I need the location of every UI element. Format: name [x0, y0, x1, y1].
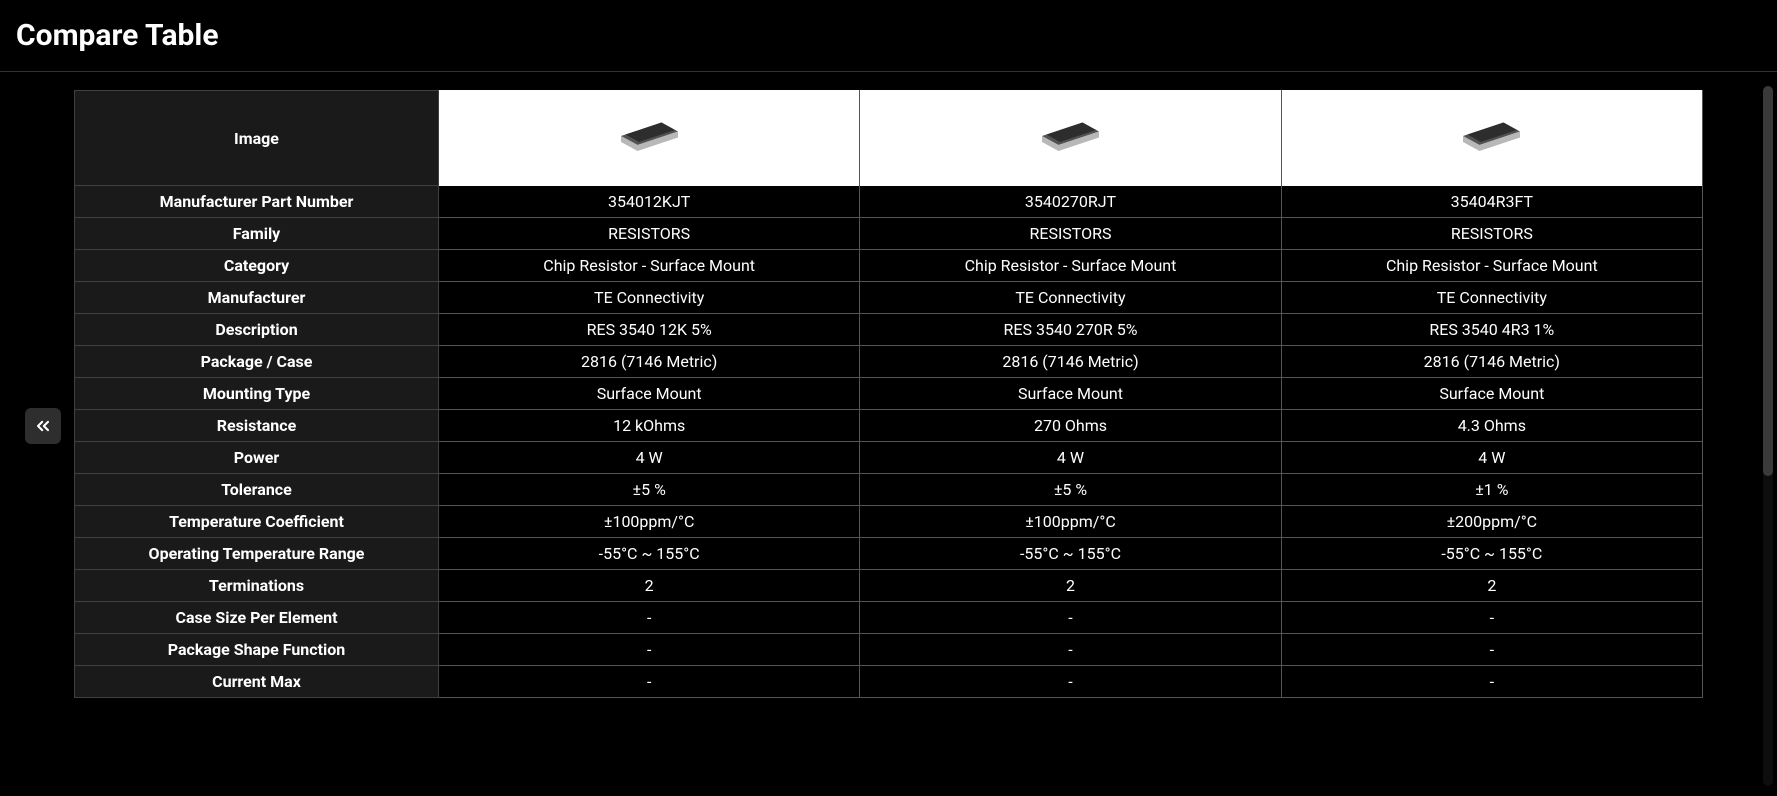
compare-table-wrapper: Image Manufacturer Part Number354012KJT3…: [0, 72, 1777, 698]
data-cell: Surface Mount: [1282, 378, 1703, 410]
data-cell: -: [439, 666, 860, 698]
data-cell: Surface Mount: [860, 378, 1281, 410]
data-cell: RESISTORS: [439, 218, 860, 250]
page-title: Compare Table: [0, 0, 1777, 71]
product-image-cell[interactable]: [439, 90, 860, 186]
compare-table: Image Manufacturer Part Number354012KJT3…: [74, 90, 1703, 698]
table-row: Package Shape Function---: [74, 634, 1703, 666]
row-header: Case Size Per Element: [74, 602, 439, 634]
table-row: Current Max---: [74, 666, 1703, 698]
table-row: ManufacturerTE ConnectivityTE Connectivi…: [74, 282, 1703, 314]
table-row: Package / Case2816 (7146 Metric)2816 (71…: [74, 346, 1703, 378]
row-header: Power: [74, 442, 439, 474]
data-cell: TE Connectivity: [439, 282, 860, 314]
data-cell: RES 3540 12K 5%: [439, 314, 860, 346]
table-row: Temperature Coefficient±100ppm/°C±100ppm…: [74, 506, 1703, 538]
table-row: Mounting TypeSurface MountSurface MountS…: [74, 378, 1703, 410]
data-cell: 4 W: [439, 442, 860, 474]
data-cell: 35404R3FT: [1282, 186, 1703, 218]
data-cell: 3540270RJT: [860, 186, 1281, 218]
table-row: Case Size Per Element---: [74, 602, 1703, 634]
row-header: Operating Temperature Range: [74, 538, 439, 570]
data-cell: 2816 (7146 Metric): [439, 346, 860, 378]
data-cell: TE Connectivity: [860, 282, 1281, 314]
data-cell: -: [439, 602, 860, 634]
table-row: Manufacturer Part Number354012KJT3540270…: [74, 186, 1703, 218]
data-cell: -: [860, 634, 1281, 666]
data-cell: RESISTORS: [1282, 218, 1703, 250]
data-cell: 4 W: [1282, 442, 1703, 474]
data-cell: Chip Resistor - Surface Mount: [1282, 250, 1703, 282]
row-header: Package / Case: [74, 346, 439, 378]
data-cell: -: [1282, 634, 1703, 666]
row-header: Resistance: [74, 410, 439, 442]
table-row: Image: [74, 90, 1703, 186]
data-cell: 4 W: [860, 442, 1281, 474]
table-row: Power4 W4 W4 W: [74, 442, 1703, 474]
compare-table-body: Image Manufacturer Part Number354012KJT3…: [74, 90, 1703, 698]
product-image-icon: [1033, 111, 1108, 161]
chevrons-left-icon: [33, 416, 53, 436]
data-cell: -: [1282, 602, 1703, 634]
product-image-cell[interactable]: [860, 90, 1281, 186]
data-cell: 354012KJT: [439, 186, 860, 218]
data-cell: -55°C ~ 155°C: [439, 538, 860, 570]
row-header: Current Max: [74, 666, 439, 698]
row-header: Category: [74, 250, 439, 282]
data-cell: 12 kOhms: [439, 410, 860, 442]
row-header: Temperature Coefficient: [74, 506, 439, 538]
data-cell: -: [439, 634, 860, 666]
data-cell: Surface Mount: [439, 378, 860, 410]
data-cell: ±5 %: [860, 474, 1281, 506]
data-cell: RES 3540 4R3 1%: [1282, 314, 1703, 346]
scrollbar-thumb[interactable]: [1763, 86, 1773, 476]
table-row: DescriptionRES 3540 12K 5%RES 3540 270R …: [74, 314, 1703, 346]
collapse-sidebar-button[interactable]: [25, 408, 61, 444]
data-cell: -: [860, 602, 1281, 634]
data-cell: RESISTORS: [860, 218, 1281, 250]
data-cell: ±5 %: [439, 474, 860, 506]
table-row: Operating Temperature Range-55°C ~ 155°C…: [74, 538, 1703, 570]
row-header: Tolerance: [74, 474, 439, 506]
row-header: Description: [74, 314, 439, 346]
data-cell: -55°C ~ 155°C: [860, 538, 1281, 570]
data-cell: ±200ppm/°C: [1282, 506, 1703, 538]
data-cell: TE Connectivity: [1282, 282, 1703, 314]
table-row: Resistance12 kOhms270 Ohms4.3 Ohms: [74, 410, 1703, 442]
data-cell: 2: [860, 570, 1281, 602]
product-image-cell[interactable]: [1282, 90, 1703, 186]
data-cell: 270 Ohms: [860, 410, 1281, 442]
table-row: CategoryChip Resistor - Surface MountChi…: [74, 250, 1703, 282]
data-cell: 2: [439, 570, 860, 602]
row-header: Manufacturer: [74, 282, 439, 314]
data-cell: Chip Resistor - Surface Mount: [439, 250, 860, 282]
data-cell: ±100ppm/°C: [860, 506, 1281, 538]
data-cell: RES 3540 270R 5%: [860, 314, 1281, 346]
row-header: Mounting Type: [74, 378, 439, 410]
product-image-icon: [1454, 111, 1529, 161]
data-cell: -55°C ~ 155°C: [1282, 538, 1703, 570]
row-header: Image: [74, 90, 439, 186]
table-row: FamilyRESISTORSRESISTORSRESISTORS: [74, 218, 1703, 250]
data-cell: Chip Resistor - Surface Mount: [860, 250, 1281, 282]
row-header: Package Shape Function: [74, 634, 439, 666]
data-cell: 2816 (7146 Metric): [1282, 346, 1703, 378]
data-cell: 2816 (7146 Metric): [860, 346, 1281, 378]
row-header: Terminations: [74, 570, 439, 602]
data-cell: -: [1282, 666, 1703, 698]
product-image-icon: [612, 111, 687, 161]
data-cell: ±100ppm/°C: [439, 506, 860, 538]
data-cell: ±1 %: [1282, 474, 1703, 506]
row-header: Family: [74, 218, 439, 250]
row-header: Manufacturer Part Number: [74, 186, 439, 218]
data-cell: 2: [1282, 570, 1703, 602]
table-row: Terminations222: [74, 570, 1703, 602]
data-cell: 4.3 Ohms: [1282, 410, 1703, 442]
table-row: Tolerance±5 %±5 %±1 %: [74, 474, 1703, 506]
data-cell: -: [860, 666, 1281, 698]
